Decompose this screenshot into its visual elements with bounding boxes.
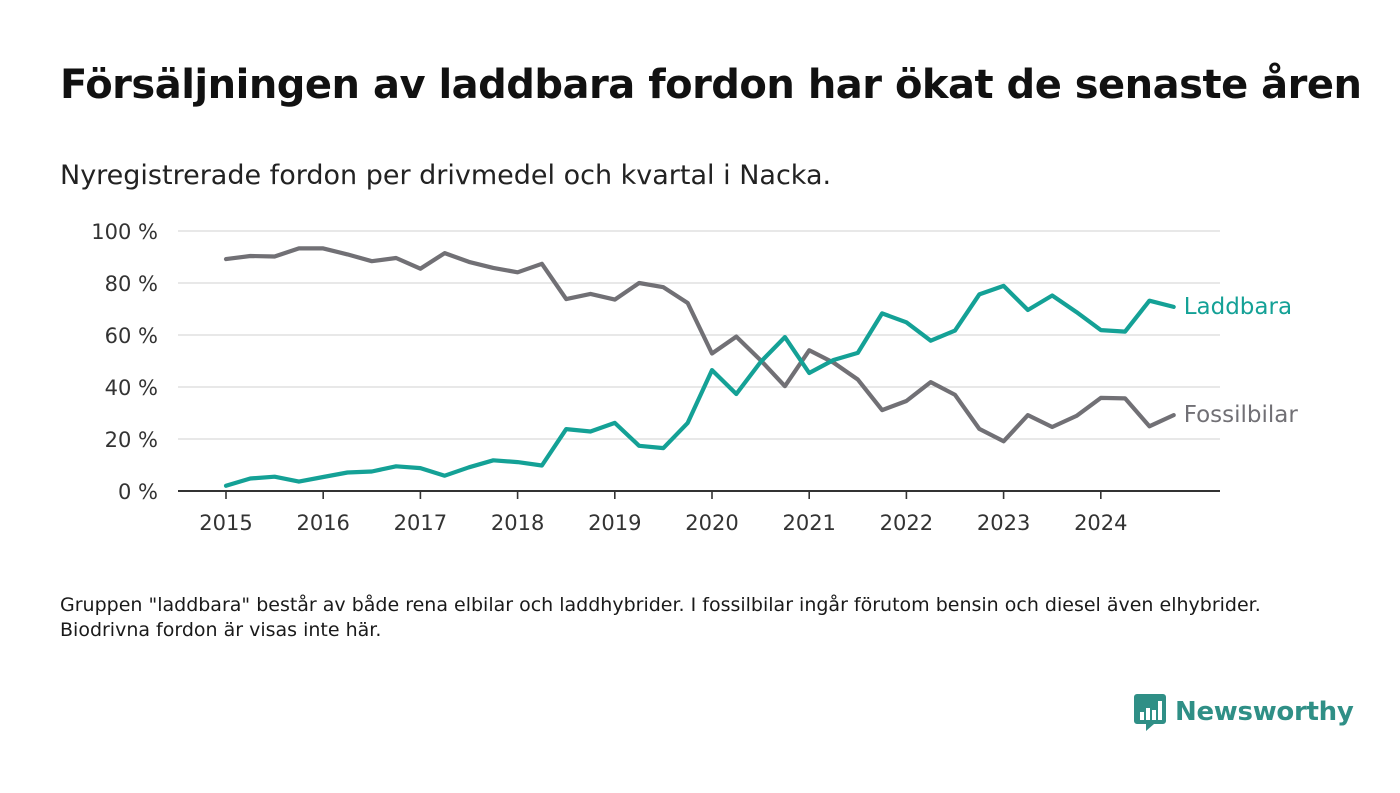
x-tick-label: 2016 <box>296 511 349 535</box>
x-tick-label: 2021 <box>782 511 835 535</box>
y-tick-label: 80 % <box>105 272 158 296</box>
brand-logo[interactable]: Newsworthy <box>1133 692 1354 732</box>
series-label-fossilbilar: Fossilbilar <box>1184 402 1299 428</box>
x-axis: 2015 2016 2017 2018 2019 2020 2021 2022 2023 2024 <box>178 490 1220 535</box>
x-tick-label: 2022 <box>880 511 933 535</box>
x-tick-label: 2024 <box>1074 511 1127 535</box>
series-labels: Fossilbilar Laddbara <box>1184 294 1299 428</box>
y-tick-label: 100 % <box>91 220 158 244</box>
y-tick-label: 0 % <box>118 480 158 504</box>
footnote: Gruppen "laddbara" består av både rena e… <box>60 594 1261 641</box>
chart-subtitle: Nyregistrerade fordon per drivmedel och … <box>60 160 832 191</box>
x-tick-label: 2020 <box>685 511 738 535</box>
y-tick-label: 20 % <box>105 428 158 452</box>
x-tick-label: 2019 <box>588 511 641 535</box>
y-axis-tick-labels: 0 % 20 % 40 % 60 % 80 % 100 % <box>91 220 158 504</box>
bar-chart-speech-bubble-icon <box>1134 694 1166 731</box>
x-tick-label: 2017 <box>394 511 447 535</box>
x-tick-label: 2018 <box>491 511 544 535</box>
brand-name: Newsworthy <box>1175 697 1354 727</box>
x-tick-label: 2015 <box>199 511 252 535</box>
series-line-fossilbilar <box>223 246 1176 444</box>
y-tick-label: 60 % <box>105 324 158 348</box>
series-line-laddbara <box>223 283 1176 488</box>
series-lines <box>223 246 1176 488</box>
series-label-laddbara: Laddbara <box>1184 294 1292 320</box>
x-tick-label: 2023 <box>977 511 1030 535</box>
gridlines <box>178 230 1220 440</box>
y-tick-label: 40 % <box>105 376 158 400</box>
chart-title: Försäljningen av laddbara fordon har öka… <box>60 62 1362 108</box>
